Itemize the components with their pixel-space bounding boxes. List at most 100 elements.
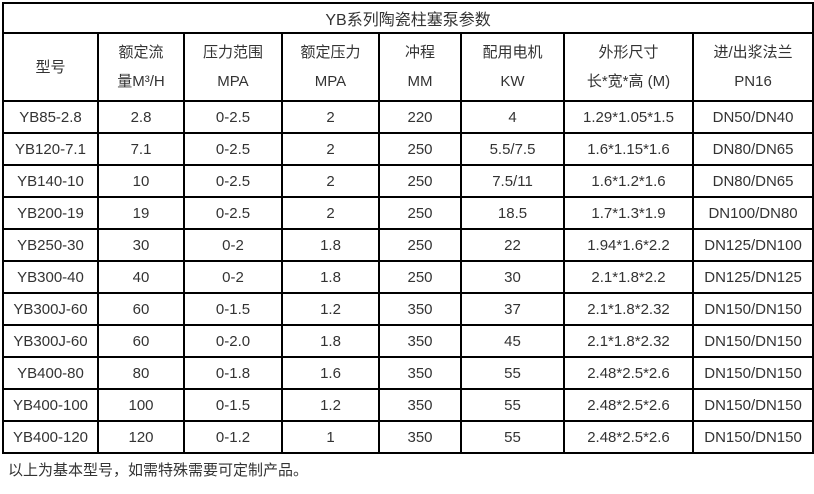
page: YB系列陶瓷柱塞泵参数 型号 额定流 量M³/H 压力范围 MPA 额定压力 MPA … [1,2,814,479]
cell-model: YB400-80 [2,356,99,390]
cell-rated-flow: 100 [97,388,185,422]
cell-rated-flow: 19 [97,196,185,230]
column-header-rated-pressure: 额定压力 MPA [281,32,380,102]
cell-model: YB400-120 [2,420,99,454]
cell-stroke: 220 [378,100,462,134]
header-line: MPA [217,73,249,90]
cell-motor-power: 30 [460,260,565,294]
cell-rated-pressure: 2 [281,196,380,230]
table-row: YB300J-60 60 0-1.5 1.2 350 37 2.1*1.8*2.… [2,292,814,326]
cell-pressure-range: 0-2 [183,260,283,294]
header-line: MPA [314,73,347,90]
cell-model: YB140-10 [2,164,99,198]
table-row: YB400-100 100 0-1.5 1.2 350 55 2.48*2.5*… [2,388,814,422]
cell-flange: DN100/DN80 [691,196,814,230]
table-row: YB300-40 40 0-2 1.8 250 30 2.1*1.8*2.2 D… [2,260,814,294]
table-row: YB300J-60 60 0-2.0 1.8 350 45 2.1*1.8*2.… [2,324,814,358]
header-line: 进/出浆法兰 [713,44,793,61]
cell-dimensions: 1.94*1.6*2.2 [563,228,694,262]
header-line: 压力范围 [202,44,263,61]
cell-pressure-range: 0-2.5 [183,196,283,230]
cell-rated-flow: 10 [97,164,185,198]
cell-rated-pressure: 1 [281,420,380,454]
table-row: YB120-7.1 7.1 0-2.5 2 250 5.5/7.5 1.6*1.… [2,132,814,166]
header-line: 长*宽*高 (M) [586,73,671,90]
column-header-rated-flow: 额定流量M³/H [97,32,185,102]
table-body: YB85-2.8 2.8 0-2.5 2 220 4 1.29*1.05*1.5… [2,100,814,454]
cell-rated-flow: 30 [97,228,185,262]
cell-dimensions: 2.1*1.8*2.2 [563,260,694,294]
cell-stroke: 250 [378,260,462,294]
cell-flange: DN50/DN40 [691,100,814,134]
cell-model: YB120-7.1 [2,132,99,166]
header-line: 量M³/H [117,73,165,90]
pump-spec-table: YB系列陶瓷柱塞泵参数 型号 额定流 量M³/H 压力范围 MPA 额定压力 MPA … [1,2,814,454]
table-title-row: YB系列陶瓷柱塞泵参数 [1,2,814,34]
cell-motor-power: 4 [460,100,565,134]
cell-motor-power: 45 [460,324,565,358]
table-row: YB200-19 19 0-2.5 2 250 18.5 1.7*1.3*1.9… [2,196,814,230]
header-line: 额定压力 [300,44,361,61]
cell-rated-flow: 120 [97,420,185,454]
cell-flange: DN80/DN65 [691,132,814,166]
header-line: 型号 [35,58,66,76]
cell-flange: DN150/DN150 [691,388,814,422]
cell-model: YB300J-60 [2,324,99,358]
header-line: MM [407,73,433,90]
cell-pressure-range: 0-1.5 [183,292,283,326]
cell-stroke: 350 [378,356,462,390]
cell-rated-flow: 2.8 [97,100,185,134]
cell-stroke: 250 [378,196,462,230]
table-row: YB400-80 80 0-1.8 1.6 350 55 2.48*2.5*2.… [2,356,814,390]
table-row: YB250-30 30 0-2 1.8 250 22 1.94*1.6*2.2 … [2,228,814,262]
cell-motor-power: 18.5 [460,196,565,230]
cell-pressure-range: 0-1.8 [183,356,283,390]
cell-rated-pressure: 1.8 [281,324,380,358]
cell-model: YB300-40 [2,260,99,294]
cell-rated-flow: 7.1 [97,132,185,166]
cell-rated-flow: 80 [97,356,185,390]
cell-pressure-range: 0-1.2 [183,420,283,454]
cell-model: YB400-100 [2,388,99,422]
cell-dimensions: 2.48*2.5*2.6 [563,420,694,454]
column-header-dimensions: 外形尺寸长*宽*高 (M) [563,32,694,102]
cell-motor-power: 22 [460,228,565,262]
cell-motor-power: 55 [460,356,565,390]
cell-dimensions: 2.48*2.5*2.6 [563,388,694,422]
column-header-motor-power: 配用电机 KW [460,32,565,102]
table-header-row: 型号 额定流 量M³/H 压力范围 MPA 额定压力 MPA 冲程 MM 配用电机 KW [2,32,814,102]
cell-rated-pressure: 1.2 [281,388,380,422]
cell-motor-power: 37 [460,292,565,326]
cell-model: YB85-2.8 [2,100,99,134]
cell-stroke: 250 [378,228,462,262]
footnote: 以上为基本型号，如需特殊需要可定制产品。 [8,462,309,479]
cell-model: YB300J-60 [2,292,99,326]
table-row: YB85-2.8 2.8 0-2.5 2 220 4 1.29*1.05*1.5… [2,100,814,134]
cell-stroke: 350 [378,292,462,326]
cell-motor-power: 55 [460,388,565,422]
cell-stroke: 250 [378,132,462,166]
cell-flange: DN150/DN150 [691,292,814,326]
cell-stroke: 350 [378,388,462,422]
cell-rated-flow: 60 [97,324,185,358]
column-header-flange: 进/出浆法兰 PN16 [691,32,814,102]
cell-model: YB200-19 [2,196,99,230]
cell-rated-pressure: 1.8 [281,260,380,294]
cell-rated-flow: 60 [97,292,185,326]
cell-rated-flow: 40 [97,260,185,294]
cell-pressure-range: 0-2.0 [183,324,283,358]
cell-flange: DN125/DN100 [691,228,814,262]
cell-dimensions: 1.29*1.05*1.5 [563,100,694,134]
cell-rated-pressure: 2 [281,164,380,198]
cell-rated-pressure: 2 [281,132,380,166]
cell-rated-pressure: 2 [281,100,380,134]
column-header-model: 型号 [2,32,99,102]
cell-stroke: 350 [378,420,462,454]
table-row: YB140-10 10 0-2.5 2 250 7.5/11 1.6*1.2*1… [2,164,814,198]
cell-pressure-range: 0-2.5 [183,132,283,166]
header-line: 外形尺寸 [598,44,659,61]
cell-dimensions: 1.7*1.3*1.9 [563,196,694,230]
header-line: 额定流 [118,44,164,61]
cell-flange: DN150/DN150 [691,420,814,454]
cell-dimensions: 2.1*1.8*2.32 [563,324,694,358]
